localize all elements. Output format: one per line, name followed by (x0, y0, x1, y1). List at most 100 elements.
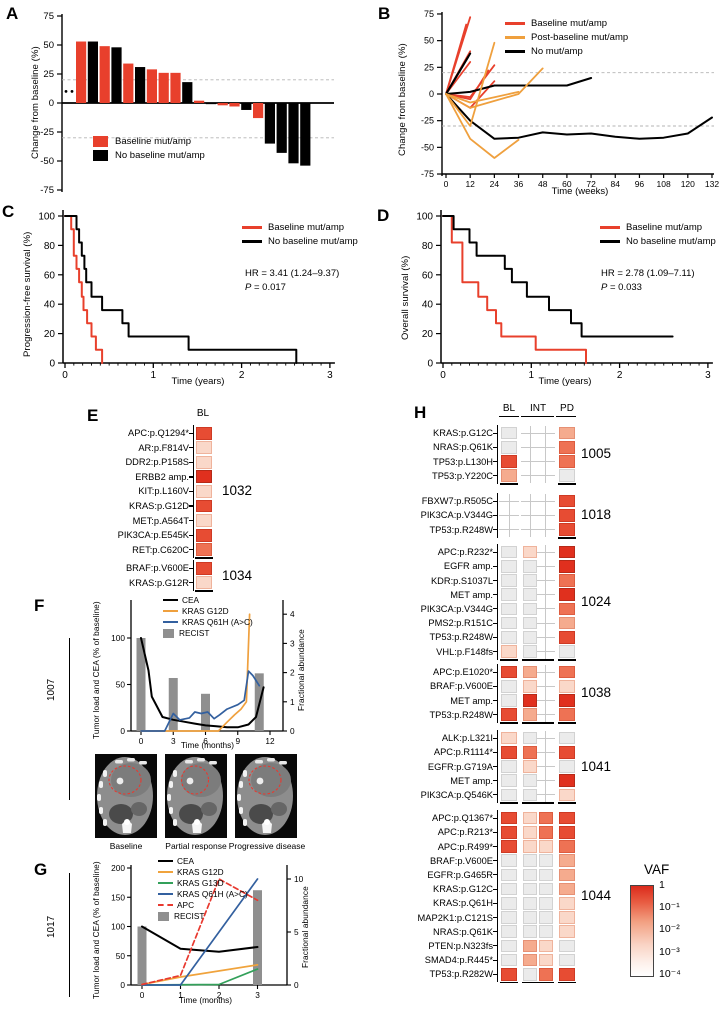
lesion-outline (248, 765, 282, 795)
blue-line-swatch (158, 892, 173, 896)
heatmap-cell (501, 939, 517, 953)
tick-label: 2 (217, 990, 222, 1000)
gene-label: APC:p.R499* (437, 841, 493, 852)
tick-label: 96 (635, 179, 645, 189)
heatmap-cell (196, 426, 212, 440)
row-tick (189, 582, 193, 584)
panel-a-legend: Baseline mut/amp No baseline mut/amp (93, 136, 205, 164)
gene-label: KIT:p.L160V (138, 486, 189, 497)
gene-label: TP53:p.R282W (429, 969, 493, 980)
ct-rib (127, 758, 135, 762)
column-baseline (558, 483, 576, 485)
patient-id: 1024 (581, 593, 612, 609)
red-line-swatch (242, 226, 262, 229)
ct-rib (239, 781, 243, 788)
row-tick (493, 794, 497, 796)
panel-d-pvalue: P = 0.033 (601, 282, 642, 294)
absent-mark (536, 737, 555, 739)
panel-b-xlabel: Time (weeks) (551, 186, 609, 197)
gene-label: SMAD4:p.R445* (424, 955, 493, 966)
column-header-underline (521, 416, 554, 418)
heatmap-cell (559, 826, 575, 839)
ct-organ (131, 802, 147, 816)
legend-item: Baseline mut/amp (242, 222, 358, 233)
absent-mark (536, 714, 555, 716)
row-tick (189, 567, 193, 569)
panel-d-stats: HR = 2.78 (1.09–7.11) P = 0.033 (601, 267, 695, 296)
nonmeasurable-mark (70, 90, 74, 93)
black-line-swatch (158, 859, 173, 863)
ct-rib (239, 807, 243, 814)
heatmap-cell (559, 854, 575, 867)
heatmap-cell (559, 868, 575, 882)
row-tick (493, 902, 497, 904)
tick-label: 75 (43, 11, 54, 22)
waterfall-bar (135, 67, 146, 103)
gene-label: KDR:p.S1037L (430, 575, 493, 586)
heatmap-cell (196, 514, 212, 527)
gene-label: MAP2K1:p.C121S (417, 912, 493, 923)
heatmap-cell (523, 760, 537, 773)
tick-label: 10 (294, 874, 304, 884)
waterfall-bar (146, 69, 157, 103)
legend-item: KRAS Q61H (A>C) (158, 889, 248, 899)
ct-rib (169, 781, 173, 788)
tick-label: 100 (416, 212, 433, 223)
panel-e-label: E (87, 406, 99, 425)
tick-label: 100 (111, 922, 125, 932)
ct-organ (271, 802, 287, 816)
panel-g-ylabel-right: Fractional abundance (300, 886, 310, 969)
legend-label: No mut/amp (531, 46, 583, 57)
heatmap-cell (501, 868, 517, 882)
gene-label: FBXW7:p.R505C (421, 496, 493, 507)
row-tick (493, 528, 497, 531)
absent-mark (536, 685, 555, 687)
panel-f-legend: CEA KRAS G12D KRAS Q61H (A>C) RECIST (163, 595, 253, 639)
absent-mark (536, 475, 555, 477)
heatmap-cell (538, 811, 553, 825)
legend-label: RECIST (174, 911, 205, 921)
legend-item: RECIST (158, 911, 248, 921)
heatmap-cell (559, 441, 575, 454)
gene-label: MET amp. (450, 695, 493, 706)
column-header-int: INT (529, 403, 547, 414)
tick-label: 20 (44, 329, 56, 340)
panel-g-label: G (34, 860, 48, 879)
tick-label: 3 (290, 638, 295, 648)
absent-mark (536, 700, 555, 701)
heatmap-cell (523, 854, 537, 867)
tick-label: 150 (111, 892, 125, 902)
panel-c-hr: HR = 3.41 (1.24–9.37) (245, 268, 340, 279)
tick-label: 4 (290, 609, 295, 619)
ct-liver (181, 763, 221, 797)
heatmap-cell (523, 925, 537, 938)
gene-label: APC:p.R232* (437, 547, 493, 558)
column-baseline (558, 802, 576, 805)
series-line (140, 670, 261, 732)
legend-item: Baseline mut/amp (505, 18, 628, 29)
waterfall-bar (111, 47, 122, 103)
heatmap-cell (501, 469, 517, 482)
heatmap-cell (523, 774, 537, 787)
row-tick (189, 461, 193, 463)
panel-c-legend: Baseline mut/amp No baseline mut/amp (242, 222, 358, 250)
heatmap-cell (501, 840, 517, 853)
tick-label: 3 (327, 370, 333, 381)
tick-label: 0 (62, 370, 68, 381)
legend-label: KRAS G12D (177, 867, 224, 877)
heatmap-cell (523, 680, 537, 693)
black-line-swatch (505, 50, 525, 53)
heatmap-cell (559, 509, 575, 522)
gene-label: MET:p.A564T (132, 515, 189, 526)
row-tick (493, 551, 497, 553)
patient-1017-id: 1017 (46, 915, 57, 939)
heatmap-cell (559, 588, 575, 601)
heatmap-cell (196, 455, 212, 469)
series-line (141, 878, 259, 986)
vaf-tick-label: 1 (659, 879, 665, 891)
tick-label: -75 (421, 169, 434, 179)
tick-label: 48 (538, 179, 548, 189)
waterfall-bar (205, 103, 216, 105)
heatmap-axis (193, 425, 195, 558)
